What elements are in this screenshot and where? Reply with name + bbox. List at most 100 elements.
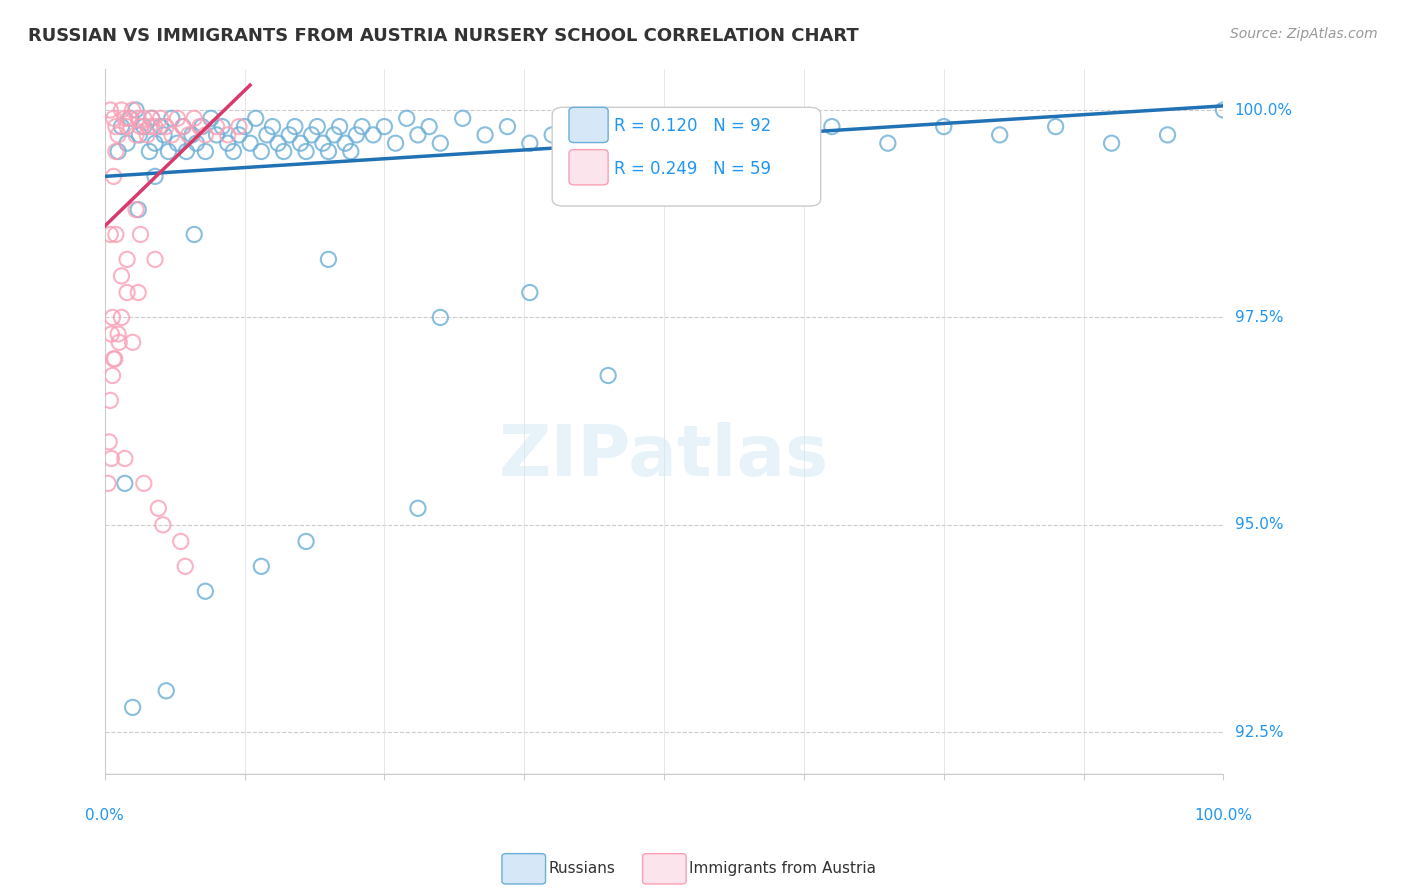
Point xyxy=(127,112,149,126)
Text: Russians: Russians xyxy=(548,862,616,876)
Point xyxy=(181,128,204,142)
Point xyxy=(217,128,239,142)
Point xyxy=(104,227,127,242)
Point xyxy=(186,136,208,151)
Point xyxy=(233,120,256,134)
Point xyxy=(312,136,335,151)
Point xyxy=(222,145,245,159)
Point xyxy=(121,700,143,714)
Point xyxy=(149,112,172,126)
Point xyxy=(188,120,211,134)
Point xyxy=(115,252,138,267)
Point xyxy=(295,534,318,549)
Point xyxy=(174,559,197,574)
Point xyxy=(176,145,198,159)
Point xyxy=(152,517,174,532)
Point xyxy=(323,128,346,142)
Point xyxy=(384,136,406,151)
Point xyxy=(932,120,955,134)
Point xyxy=(115,120,138,134)
FancyBboxPatch shape xyxy=(553,107,821,206)
Point xyxy=(709,136,731,151)
Point xyxy=(121,335,143,350)
Point xyxy=(127,285,149,300)
Point xyxy=(787,128,810,142)
Text: Immigrants from Austria: Immigrants from Austria xyxy=(689,862,876,876)
Point xyxy=(132,112,155,126)
Point xyxy=(361,128,384,142)
Point xyxy=(149,120,172,134)
Point xyxy=(129,227,152,242)
Point xyxy=(742,120,765,134)
Point xyxy=(157,145,180,159)
Point xyxy=(114,451,136,466)
Point xyxy=(876,136,898,151)
Point xyxy=(301,128,323,142)
Point xyxy=(110,268,132,283)
Point xyxy=(143,136,166,151)
Point xyxy=(519,136,541,151)
Point xyxy=(98,434,121,449)
Point xyxy=(118,112,141,126)
Point xyxy=(429,310,451,325)
Point xyxy=(267,136,290,151)
Point xyxy=(121,103,143,117)
Point xyxy=(205,120,228,134)
Point xyxy=(239,136,262,151)
Point xyxy=(132,120,155,134)
Point xyxy=(100,326,122,341)
Point xyxy=(143,252,166,267)
Text: 95.0%: 95.0% xyxy=(1234,517,1284,533)
Point xyxy=(155,120,177,134)
Point xyxy=(114,112,136,126)
Point xyxy=(110,103,132,117)
Point xyxy=(166,136,188,151)
Point xyxy=(451,112,474,126)
Point xyxy=(160,128,183,142)
Point xyxy=(104,145,127,159)
Point xyxy=(143,169,166,184)
Point xyxy=(211,120,233,134)
Point xyxy=(307,120,329,134)
Point xyxy=(318,252,340,267)
Point xyxy=(541,128,564,142)
Point xyxy=(153,128,176,142)
Point xyxy=(143,120,166,134)
Point xyxy=(107,326,129,341)
Point xyxy=(564,120,586,134)
Point xyxy=(172,120,194,134)
Point xyxy=(107,145,129,159)
Point xyxy=(125,103,148,117)
Point xyxy=(110,310,132,325)
Point xyxy=(205,128,228,142)
Text: 97.5%: 97.5% xyxy=(1234,310,1284,325)
Point xyxy=(183,112,205,126)
Point xyxy=(108,335,131,350)
Point xyxy=(170,534,193,549)
Point xyxy=(155,683,177,698)
Point xyxy=(273,145,295,159)
Point xyxy=(114,476,136,491)
Point xyxy=(128,128,150,142)
Point xyxy=(103,169,125,184)
Text: 100.0%: 100.0% xyxy=(1195,808,1253,823)
Point xyxy=(406,501,429,516)
Point xyxy=(519,285,541,300)
Point xyxy=(138,120,160,134)
Point xyxy=(103,351,125,366)
Point xyxy=(228,120,250,134)
Point xyxy=(100,451,122,466)
Point xyxy=(217,136,239,151)
Point xyxy=(98,103,121,117)
Point xyxy=(103,112,125,126)
Point xyxy=(177,128,200,142)
Point xyxy=(200,112,222,126)
Point xyxy=(101,368,124,383)
Point xyxy=(329,120,352,134)
Point xyxy=(115,136,138,151)
Point xyxy=(821,120,844,134)
Point xyxy=(98,393,121,408)
Point xyxy=(194,584,217,599)
Point xyxy=(278,128,301,142)
Point xyxy=(290,136,312,151)
